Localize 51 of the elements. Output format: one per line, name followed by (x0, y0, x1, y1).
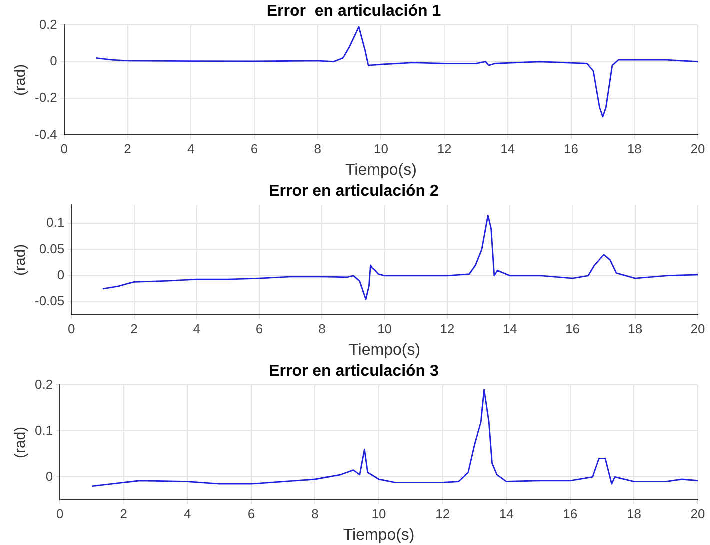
x-tick-label: 20 (690, 322, 706, 337)
x-tick-label: 16 (564, 142, 579, 157)
y-tick-label: 0 (46, 468, 54, 484)
y-tick-label: 0.2 (39, 16, 58, 32)
y-tick-label: 0.05 (39, 241, 65, 256)
x-tick-label: 10 (372, 506, 386, 522)
x-tick-label: 20 (690, 142, 706, 157)
x-tick-label: 8 (312, 506, 319, 522)
x-axis-title: Tiempo(s) (345, 162, 417, 179)
x-tick-label: 6 (250, 142, 258, 157)
x-tick-label: 18 (627, 142, 642, 157)
y-tick-label: 0 (57, 267, 65, 282)
y-axis-title: (rad) (12, 244, 30, 276)
y-tick-label: 0.2 (34, 376, 54, 392)
x-tick-label: 20 (690, 506, 706, 522)
y-tick-label: 0.1 (46, 215, 65, 230)
chart-title: Error en articulación 2 (269, 183, 440, 200)
y-tick-label: 0 (50, 53, 58, 68)
x-tick-label: 14 (500, 142, 516, 157)
x-tick-label: 2 (130, 322, 138, 337)
x-tick-label: 16 (565, 322, 580, 337)
x-tick-label: 8 (318, 322, 326, 337)
x-tick-label: 18 (628, 322, 643, 337)
x-axis-title: Tiempo(s) (343, 526, 415, 544)
x-tick-label: 0 (68, 322, 76, 337)
chart-title: Error en articulación 1 (266, 3, 442, 20)
x-tick-label: 14 (502, 322, 518, 337)
x-tick-label: 2 (120, 506, 128, 522)
x-tick-label: 6 (256, 322, 264, 337)
x-tick-label: 18 (626, 506, 642, 522)
x-tick-label: 8 (314, 142, 322, 157)
x-tick-label: 2 (124, 142, 132, 157)
x-tick-label: 10 (374, 142, 388, 157)
y-tick-label: -0.2 (34, 90, 58, 106)
y-tick-label: -0.05 (34, 294, 65, 309)
x-tick-label: 16 (563, 506, 578, 522)
x-tick-label: 4 (188, 142, 195, 157)
x-axis-title: Tiempo(s) (349, 342, 421, 359)
y-tick-label: 0.1 (34, 422, 54, 438)
x-tick-label: 10 (378, 322, 392, 337)
x-tick-label: 4 (184, 506, 192, 522)
x-tick-label: 14 (499, 506, 514, 522)
x-tick-label: 6 (248, 506, 256, 522)
y-axis-title: (rad) (12, 64, 30, 96)
y-tick-label: -0.4 (34, 126, 58, 142)
x-tick-label: 12 (440, 322, 455, 337)
x-tick-label: 4 (193, 322, 201, 337)
y-axis-title: (rad) (12, 426, 30, 459)
chart-title: Error en articulación 3 (269, 363, 440, 380)
x-tick-label: 12 (437, 142, 452, 157)
x-tick-label: 12 (436, 506, 450, 522)
